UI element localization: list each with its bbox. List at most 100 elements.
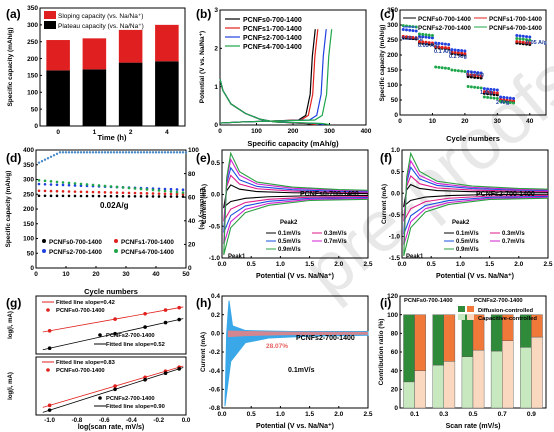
panel-d-point-3-29: [121, 186, 125, 189]
panel-c-point-1-12: [437, 45, 441, 49]
panel-f-xtick-label-5: 2.5: [543, 261, 552, 268]
panel-c-point-3-14: [443, 66, 447, 70]
panel-e-cv-curves: 0.0 0.5 1.0 1.5 2.0 2.5 -1.0 -0.5 0.0 0.5: [209, 151, 373, 268]
panel-c-point-3-12: [437, 65, 441, 69]
panel-d-point-0-37: [145, 195, 149, 198]
panel-g-ylabel-bottom: log(i, mA): [8, 372, 14, 400]
panel-c-point-1-23: [473, 73, 477, 77]
panel-c-point-1-34: [508, 98, 512, 102]
panel-b-curves: 0 100 200 300 400 0 1 2 3: [214, 7, 371, 135]
panel-i-ytick-label-2: 40: [391, 368, 399, 375]
panel-c-point-1-19: [460, 51, 464, 55]
panel-c-point-2-15: [447, 42, 451, 46]
panel-b-legend-s1: PCNFs1-700-1400: [243, 26, 302, 33]
panel-a-ylabel: Specific capacity (mAh/g): [7, 27, 14, 106]
panel-b-xtick-label-3: 300: [324, 128, 335, 135]
panel-c-point-3-7: [421, 32, 425, 36]
panel-d-point-3-1: [37, 179, 41, 182]
panel-c-point-3-19: [460, 69, 464, 73]
panel-f-xtick-label-3: 1.5: [485, 261, 494, 268]
panel-c-point-1-8: [424, 40, 428, 44]
panel-i-bar-cap-0-0.7: [490, 350, 503, 409]
panel-f-legend-1: 0.3mV/s: [502, 231, 525, 237]
panel-c-point-2-37: [518, 34, 522, 38]
panel-f-xtick-label-2: 1.0: [456, 261, 465, 268]
panel-h-title: PCNFs2-700-1400: [296, 335, 355, 342]
panel-d-eff-28: [118, 151, 122, 154]
panel-c-point-3-23: [473, 85, 477, 89]
panel-f-label: (f): [380, 151, 392, 165]
panel-c-point-2-35: [512, 96, 516, 100]
panel-c-point-2-28: [489, 87, 493, 91]
panel-c-point-1-7: [421, 40, 425, 44]
panel-c-point-1-32: [502, 98, 506, 102]
panel-f-legend: 0.1mV/s 0.3mV/s 0.5mV/s 0.7mV/s 0.9mV/s: [444, 231, 525, 253]
panel-d-point-0-3: [43, 194, 47, 198]
panel-d-eff-50: [184, 151, 188, 154]
panel-d-ytick-label-6: 300: [23, 177, 34, 184]
panel-d-eff-48: [178, 151, 182, 154]
panel-d-point-0-7: [55, 194, 59, 198]
panel-a-ytick-label-4: 200: [27, 56, 38, 63]
panel-f-xlabel: Potential (V vs. Na/Na⁺): [436, 273, 514, 280]
panel-d-eff-22: [100, 151, 104, 154]
panel-d-legend-marker-s4: [114, 249, 118, 253]
panel-c-point-3-30: [495, 96, 499, 100]
panel-d-legend: PCNFs0-700-1400 PCNFs1-700-1400 PCNFs2-7…: [42, 239, 174, 256]
panel-d-annotation: 0.02A/g: [100, 201, 129, 210]
panel-i-legend-swatch-cap-s2: [467, 314, 474, 320]
panel-c-point-3-37: [518, 37, 522, 41]
panel-e-xtick-label-2: 1.0: [276, 261, 285, 268]
panel-f-frame: [401, 149, 549, 259]
panel-e-xtick-label-1: 0.5: [247, 261, 256, 268]
panel-f-ylabel: Current (mA): [381, 184, 388, 224]
panel-d-legend-marker-s2: [42, 249, 46, 253]
panel-h-frame: [221, 295, 369, 409]
panel-a-bar-sloping-0: [46, 40, 70, 71]
panel-a-ytick-label-3: 150: [27, 73, 38, 80]
panel-c-point-3-8: [424, 33, 428, 37]
panel-c-point-0-24: [476, 76, 480, 80]
panel-d-point-3-7: [55, 180, 59, 184]
panel-g-bottom-legend-marker-1: [46, 368, 50, 372]
panel-c-xlabel: Cycle numbers: [446, 134, 500, 143]
panel-i-bar-diff-1-0.1: [414, 314, 426, 371]
panel-f-cv-curves: 0.0 0.5 1.0 1.5 2.0 2.5 -1.5 -1.0 -0.5 0.0 0.5 1.0: [389, 147, 553, 268]
panel-b-ytick-label-2: 2: [214, 46, 218, 53]
panel-g-xtick-label-4: -0.2: [153, 417, 164, 424]
panel-d-eff-38: [148, 151, 152, 154]
panel-a-xtick-label-1: 1: [93, 129, 97, 136]
panel-i-xtick-label-0.1: 0.1: [410, 411, 419, 418]
panel-d-point-0-31: [127, 194, 131, 198]
panel-c-ytick-label-0: 0: [394, 112, 398, 119]
panel-g-top-point-0-1: [113, 317, 117, 321]
panel-c-point-2-10: [430, 36, 434, 40]
panel-c-rate-4: 0.5 A/g: [466, 72, 484, 78]
panel-f-ytick-label-1: -1.0: [389, 234, 401, 241]
panel-c-point-3-33: [505, 100, 509, 104]
panel-f-ytick-label-2: -0.5: [389, 212, 401, 219]
panel-i-xtick-label-0.3: 0.3: [439, 411, 448, 418]
panel-d-point-0-17: [85, 194, 89, 198]
panel-d-xtick-label-3: 30: [122, 271, 130, 278]
panel-c-point-2-29: [492, 88, 496, 92]
panel-d-eff-15: [79, 151, 83, 154]
panel-c-point-1-9: [427, 41, 431, 45]
panel-d-eff-11: [67, 151, 71, 154]
panel-f-legend-4: 0.9mV/s: [456, 247, 479, 253]
panel-d-point-2-5: [49, 183, 53, 186]
panel-h-ytick-label-0: -0.8: [209, 405, 221, 412]
panel-c-point-3-16: [450, 68, 454, 72]
panel-d-ytick-label-2: 100: [23, 236, 34, 243]
panel-d-point-1-41: [157, 192, 161, 195]
panel-i-legend: PCNFs0-700-1400 PCNFs2-700-1400 Diffusio…: [404, 298, 537, 322]
panel-d-eff-35: [139, 151, 143, 154]
panel-d-point-2-15: [79, 184, 83, 187]
panel-g-label: (g): [6, 296, 21, 310]
panel-i-bar-diff-1-0.5: [472, 314, 485, 351]
panel-c-point-1-37: [518, 40, 522, 44]
panel-a-ytick-label-5: 250: [27, 39, 38, 46]
panel-g-bottom-legend2-1: Fitted line slope=0.90: [106, 404, 165, 410]
panel-d-eff-7: [55, 152, 59, 156]
